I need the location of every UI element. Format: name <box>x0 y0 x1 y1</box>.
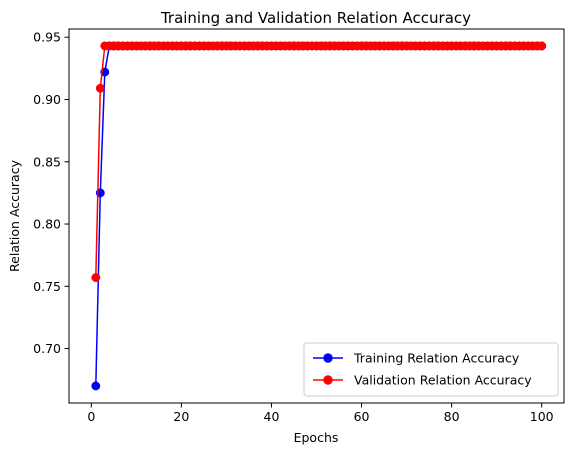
plot-frame <box>68 28 565 404</box>
x-tick-label: 40 <box>264 409 280 424</box>
legend-marker-training <box>323 353 333 363</box>
y-tick-label: 0.70 <box>33 341 61 356</box>
data-point <box>91 381 101 391</box>
x-axis-label: Epochs <box>294 430 339 445</box>
chart-title: Training and Validation Relation Accurac… <box>160 9 471 27</box>
x-axis: 0 20 40 60 80 100 <box>87 403 554 424</box>
y-tick-label: 0.75 <box>33 279 61 294</box>
series-validation <box>91 41 547 283</box>
legend-label-validation: Validation Relation Accuracy <box>354 373 532 388</box>
legend-marker-validation <box>323 375 333 385</box>
series-layer <box>91 41 547 391</box>
y-tick-label: 0.95 <box>33 30 61 45</box>
legend-label-training: Training Relation Accuracy <box>353 351 520 366</box>
y-axis: 0.70 0.75 0.80 0.85 0.90 0.95 <box>33 30 69 356</box>
y-tick-label: 0.90 <box>33 92 61 107</box>
plot-area <box>69 29 564 403</box>
x-tick-label: 0 <box>87 409 95 424</box>
y-tick-label: 0.80 <box>33 217 61 232</box>
x-tick-label: 100 <box>530 409 554 424</box>
x-tick-label: 20 <box>173 409 189 424</box>
y-tick-label: 0.85 <box>33 154 61 169</box>
x-tick-label: 80 <box>444 409 460 424</box>
data-point <box>91 273 101 283</box>
x-tick-label: 60 <box>354 409 370 424</box>
legend: Training Relation Accuracy Validation Re… <box>303 342 559 397</box>
data-point <box>95 83 105 93</box>
legend-box <box>303 342 559 397</box>
y-axis-label: Relation Accuracy <box>7 159 22 272</box>
data-point <box>537 41 547 51</box>
